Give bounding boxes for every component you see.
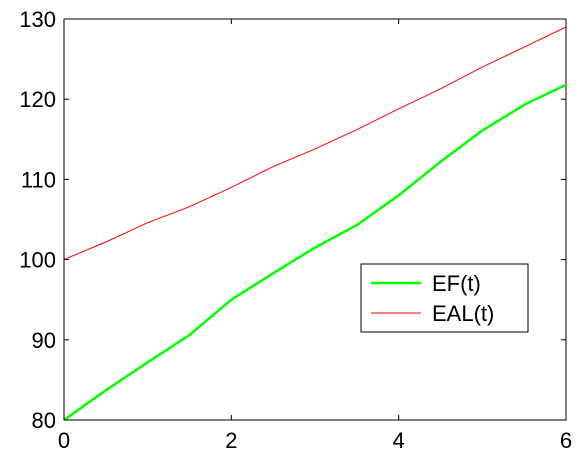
y-tick-label: 130 xyxy=(19,7,56,32)
y-tick-label: 110 xyxy=(21,167,56,192)
series-layer xyxy=(63,26,567,422)
series-line-eal xyxy=(63,26,567,261)
x-tick-label: 6 xyxy=(560,428,572,453)
plot-area xyxy=(63,18,567,421)
legend-label-ef: EF(t) xyxy=(432,271,481,296)
x-tick-label: 4 xyxy=(393,428,405,453)
y-tick-label: 80 xyxy=(32,408,56,433)
x-tick-label: 0 xyxy=(58,428,70,453)
legend-label-eal: EAL(t) xyxy=(432,301,494,326)
y-tick-label: 100 xyxy=(19,248,56,273)
y-tick-label: 90 xyxy=(32,328,56,353)
x-tick-label: 2 xyxy=(225,428,237,453)
legend: EF(t) EAL(t) xyxy=(360,263,529,333)
axes: 0 2 4 6 80 90 100 110 120 130 xyxy=(19,7,572,453)
y-tick-label: 120 xyxy=(19,87,56,112)
legend-box xyxy=(360,263,529,333)
series-line-ef xyxy=(63,83,567,422)
